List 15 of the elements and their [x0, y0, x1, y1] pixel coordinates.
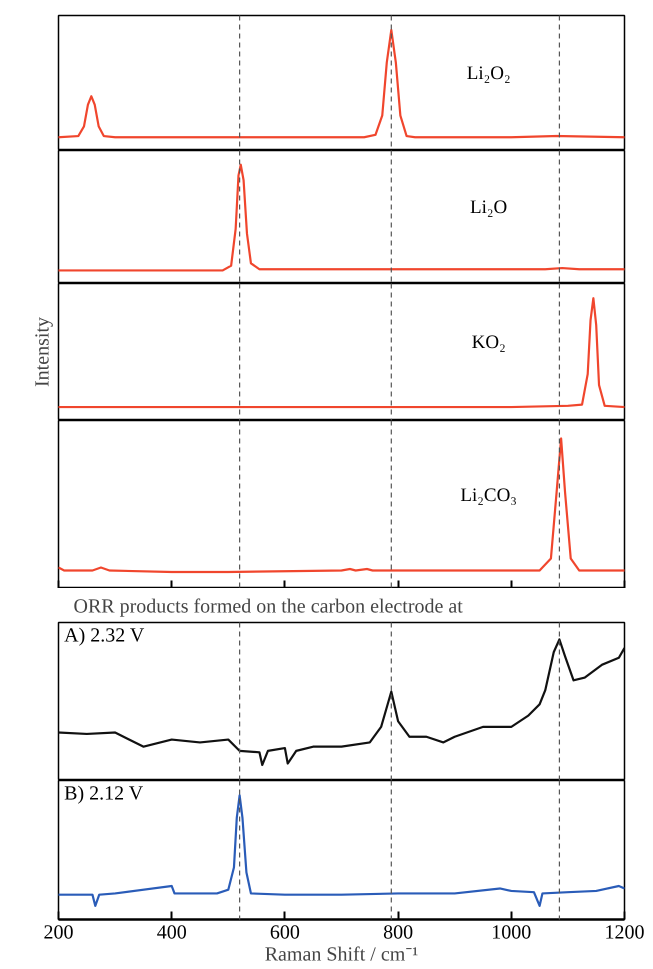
- text: Li₂CO₃: [460, 485, 517, 506]
- text: Li₂O₂: [466, 63, 511, 84]
- x-axis-title: Raman Shift / cm⁻¹: [264, 944, 418, 966]
- text: Li₂O: [470, 197, 508, 218]
- x-tick-label: 600: [270, 922, 300, 944]
- text: KO₂: [472, 332, 506, 354]
- text: B) 2.12 V: [64, 782, 144, 804]
- text: A) 2.32 V: [64, 624, 145, 646]
- x-tick-label: 1000: [491, 922, 532, 944]
- chart-title: ORR products formed on the carbon electrode at: [74, 596, 464, 618]
- x-tick-label: 200: [44, 922, 74, 944]
- y-axis-title: Intensity: [32, 316, 54, 387]
- x-tick-label: 800: [383, 922, 414, 944]
- x-tick-label: 400: [156, 922, 187, 944]
- x-tick-label: 1200: [604, 922, 644, 944]
